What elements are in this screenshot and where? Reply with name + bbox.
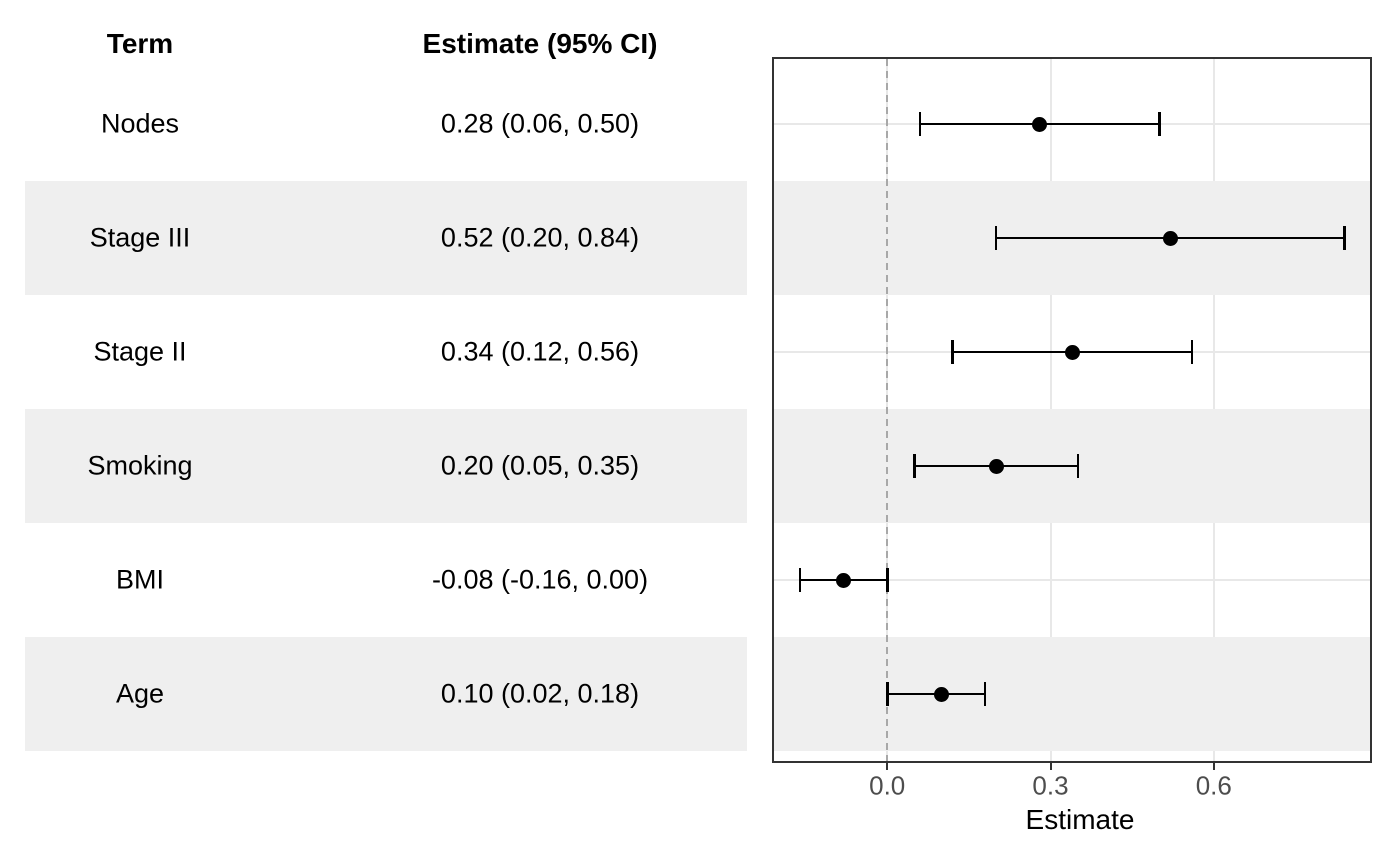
zero-reference-line bbox=[886, 59, 889, 761]
x-tick-mark bbox=[886, 762, 889, 770]
term-label: BMI bbox=[115, 564, 165, 595]
term-label: Stage III bbox=[89, 222, 191, 253]
point-estimate bbox=[1064, 344, 1080, 360]
point-estimate bbox=[988, 458, 1004, 474]
estimate-ci-label: 0.34 (0.12, 0.56) bbox=[440, 336, 640, 367]
error-bar-cap-right bbox=[886, 568, 889, 592]
error-bar-cap-right bbox=[1158, 112, 1161, 136]
term-label: Stage II bbox=[93, 336, 187, 367]
error-bar-cap-left bbox=[913, 454, 916, 478]
error-bar-cap-right bbox=[983, 682, 987, 706]
x-tick-mark bbox=[1049, 762, 1052, 770]
error-bar-cap-left bbox=[951, 340, 954, 364]
error-bar-cap-left bbox=[994, 226, 998, 250]
table-row-stripe bbox=[25, 181, 747, 295]
term-label: Smoking bbox=[87, 450, 193, 481]
table-row-stripe bbox=[25, 409, 747, 523]
error-bar-cap-left bbox=[798, 568, 802, 592]
estimate-ci-label: -0.08 (-0.16, 0.00) bbox=[431, 564, 649, 595]
x-tick-mark bbox=[1212, 762, 1215, 770]
error-bar-cap-right bbox=[1190, 340, 1194, 364]
estimate-ci-label: 0.28 (0.06, 0.50) bbox=[440, 108, 640, 139]
error-bar-cap-left bbox=[918, 112, 922, 136]
x-tick-label: 0.3 bbox=[1032, 770, 1069, 801]
table-row-stripe bbox=[25, 637, 747, 751]
row-stripe bbox=[774, 637, 1370, 751]
term-label: Age bbox=[115, 678, 165, 709]
estimate-ci-label: 0.52 (0.20, 0.84) bbox=[440, 222, 640, 253]
term-label: Nodes bbox=[100, 108, 180, 139]
x-tick-label: 0.6 bbox=[1195, 770, 1232, 801]
estimate-ci-label: 0.10 (0.02, 0.18) bbox=[440, 678, 640, 709]
error-bar-cap-right bbox=[1343, 226, 1346, 250]
gridline-horizontal bbox=[774, 579, 1370, 581]
table-header-term: Term bbox=[106, 28, 174, 59]
error-bar-cap-left bbox=[886, 682, 889, 706]
x-axis-title: Estimate bbox=[1025, 804, 1135, 835]
table-header-estimate: Estimate (95% CI) bbox=[422, 28, 658, 59]
estimate-ci-label: 0.20 (0.05, 0.35) bbox=[440, 450, 640, 481]
point-estimate bbox=[1032, 116, 1048, 132]
point-estimate bbox=[836, 572, 852, 588]
x-tick-label: 0.0 bbox=[869, 770, 906, 801]
point-estimate bbox=[1162, 230, 1178, 246]
plot-panel bbox=[772, 57, 1372, 763]
point-estimate bbox=[934, 686, 950, 702]
error-bar-cap-right bbox=[1076, 454, 1079, 478]
